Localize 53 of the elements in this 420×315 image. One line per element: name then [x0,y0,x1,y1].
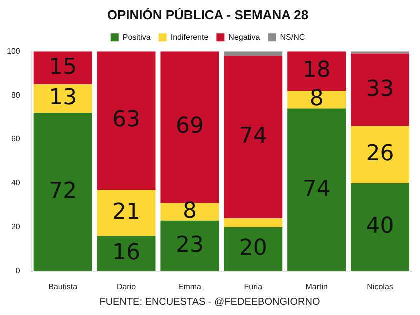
bar [288,91,346,109]
y-tick-label: 60 [11,134,21,144]
data-label: 40 [366,214,394,240]
bar [34,52,92,85]
data-label: 74 [302,176,331,202]
bar [288,108,346,272]
chart-title: OPINIÓN PÚBLICA - SEMANA 28 [107,7,309,22]
bar [97,190,156,236]
bar [97,52,156,190]
x-tick-label: Nicolas [367,282,394,292]
x-tick-label: Dario [116,282,137,292]
x-tick-label: Bautista [48,282,78,292]
bar [224,56,283,219]
data-label: 16 [112,240,141,266]
data-label: 18 [302,58,331,84]
data-label: 74 [239,124,268,150]
data-label: 21 [112,200,141,225]
data-label: 23 [176,232,204,258]
bar [97,236,156,272]
bar [224,227,283,272]
bar [351,126,410,184]
data-label: 15 [49,54,78,80]
data-label: 13 [49,86,78,111]
bar [351,183,410,272]
bar [351,54,410,126]
data-label: 26 [366,142,394,167]
bar [34,84,92,114]
bar [34,113,92,272]
y-tick-label: 100 [6,46,21,56]
legend-label: Indiferente [170,32,210,42]
bar [224,218,283,228]
bar [224,52,283,56]
bar [160,203,220,221]
data-label: 33 [366,76,394,102]
x-tick-label: Emma [178,282,202,292]
legend-label: Positiva [122,32,152,42]
data-label: 8 [310,86,324,112]
data-label: 20 [239,236,268,262]
data-label: 63 [112,108,141,133]
legend-label: Negativa [228,32,261,42]
data-label: 8 [182,198,197,224]
y-tick-label: 20 [11,222,21,232]
y-tick-label: 40 [11,178,21,188]
data-label: 69 [176,114,204,140]
y-tick-label: 80 [11,90,21,100]
legend-label: NS/NC [280,32,306,42]
bar [160,52,220,204]
bar [160,220,220,272]
x-tick-label: Martin [306,282,328,292]
source-note: FUENTE: ENCUESTAS - @FEDEEBONGIORNO [98,296,322,310]
y-tick-label: 0 [16,266,21,276]
x-tick-label: Furia [244,282,264,292]
data-label: 72 [49,178,78,204]
